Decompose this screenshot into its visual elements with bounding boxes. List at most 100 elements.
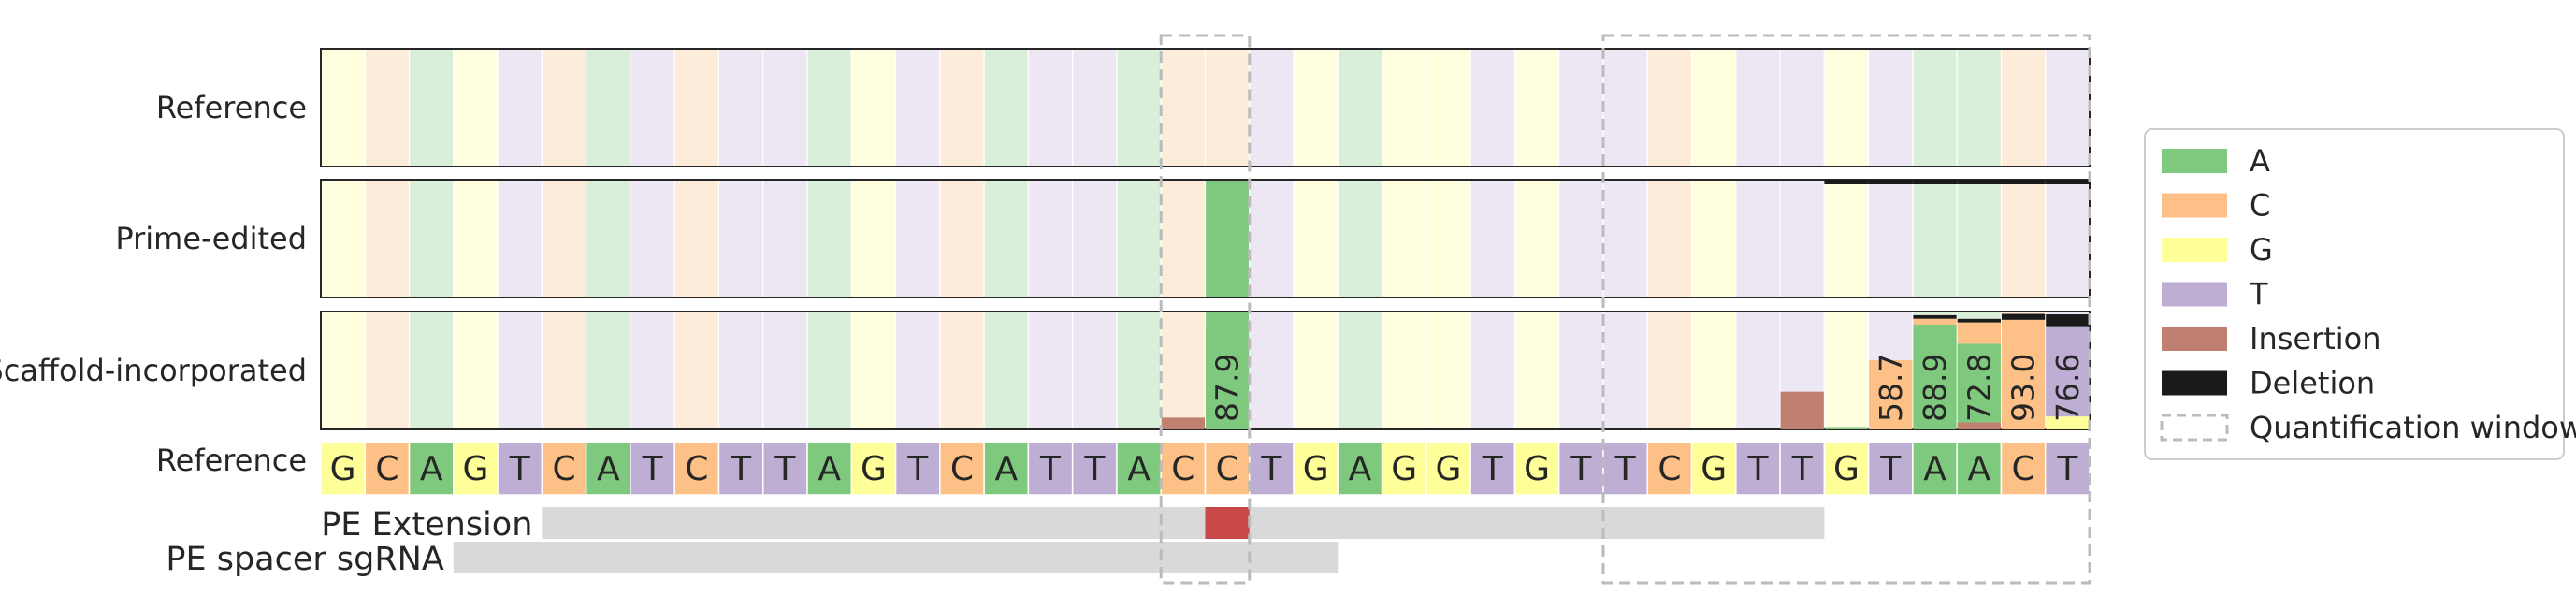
bar-segment-a (1913, 324, 1957, 429)
legend-label: C (2250, 188, 2270, 224)
sequence-cell (364, 311, 411, 430)
sequence-cell (1381, 311, 1427, 430)
sequence-cell (1602, 311, 1648, 430)
bar-segment-c (1913, 318, 1957, 325)
base-letter: G (861, 450, 887, 488)
sequence-cell (1160, 179, 1207, 298)
sequence-cell (453, 179, 499, 298)
sequence-cell (939, 179, 985, 298)
deletion-mark (1824, 180, 1869, 184)
legend-label: Deletion (2250, 366, 2375, 401)
sequence-cell (1116, 48, 1162, 167)
base-letter: G (330, 450, 356, 488)
bar-segment-c (1869, 360, 1913, 429)
sequence-cell (1425, 311, 1471, 430)
sequence-cell (1912, 48, 1958, 167)
sequence-cell (1425, 48, 1471, 167)
base-cell (1337, 442, 1383, 496)
sequence-cell (1381, 179, 1427, 298)
sequence-cell (1293, 311, 1339, 430)
sequence-cell (630, 179, 675, 298)
sequence-cell (1027, 48, 1074, 167)
bar-value-label: 76.6 (2049, 354, 2086, 422)
bar-value-label: 88.9 (1917, 354, 1953, 422)
quantification-windows (1159, 34, 2091, 585)
sequence-cell (1116, 311, 1162, 430)
bar-segment-insertion (1957, 422, 2001, 429)
sequence-cell (1337, 179, 1383, 298)
base-letter: A (994, 450, 1018, 488)
base-letter: G (463, 450, 489, 488)
sequence-cell (1337, 311, 1383, 430)
sequence-cell (497, 179, 543, 298)
sequence-cell (1160, 311, 1207, 430)
sequence-cell (1160, 48, 1207, 167)
base-cell (2044, 442, 2091, 496)
bar-segment-deletion (2001, 313, 2046, 320)
sequence-cell (1646, 311, 1693, 430)
legend-label: Insertion (2250, 321, 2381, 356)
sequence-cell (1558, 179, 1604, 298)
legend-swatch (2162, 238, 2227, 262)
panel-frame (320, 179, 2091, 298)
sequence-cell (1072, 311, 1118, 430)
row-label: Reference (156, 90, 307, 125)
sequence-cell (1779, 48, 1825, 167)
track-bar (542, 507, 1825, 539)
sequence-cell (762, 179, 808, 298)
deletion-mark (1957, 180, 2002, 184)
base-letter: A (1127, 450, 1151, 488)
edit-marker (1205, 507, 1250, 539)
sequence-cell (894, 179, 941, 298)
bar-segment-insertion (1780, 391, 1824, 429)
bar-value-label: 72.8 (1961, 354, 1997, 422)
sequence-cell (1602, 179, 1648, 298)
sequence-cell (1513, 48, 1560, 167)
sequence-cell (1646, 179, 1693, 298)
sequence-cell (1249, 48, 1295, 167)
sequence-cell (1469, 311, 1516, 430)
deletion-mark (2001, 180, 2046, 184)
legend-swatch (2162, 193, 2227, 218)
bar-segment-deletion (1957, 318, 2001, 323)
sequence-cell (1027, 311, 1074, 430)
legend-swatch (2162, 327, 2227, 351)
sequence-cell (408, 311, 455, 430)
sequence-cell (1735, 311, 1781, 430)
sequence-cell (320, 179, 366, 298)
sequence-cell (717, 179, 764, 298)
base-letter: T (906, 450, 929, 488)
sequence-cell (1072, 48, 1118, 167)
base-cell (585, 442, 631, 496)
bar-segment-insertion (1161, 417, 1206, 429)
row-label: Prime-edited (115, 221, 307, 256)
sequence-cell (453, 311, 499, 430)
sequence-cell (1072, 179, 1118, 298)
sequence-cell (762, 311, 808, 430)
sequence-cell (1469, 179, 1516, 298)
bar-segment-a (1957, 343, 2001, 423)
track-label: PE spacer sgRNA (166, 541, 443, 578)
base-letter: A (818, 450, 841, 488)
sequence-cell (364, 48, 411, 167)
sequence-cell (717, 311, 764, 430)
legend-swatch (2162, 370, 2227, 396)
sequence-cell (320, 48, 366, 167)
base-cell (2000, 442, 2047, 496)
base-cell (1027, 442, 1074, 496)
base-cell (762, 442, 808, 496)
sequence-row-label: Reference (156, 443, 307, 478)
sequence-cell (1558, 311, 1604, 430)
base-letter: C (1171, 450, 1194, 488)
sequence-cell (1735, 48, 1781, 167)
base-cell (1071, 442, 1118, 496)
legend-frame (2144, 128, 2565, 460)
sequence-cell (1779, 179, 1825, 298)
base-letter: G (1303, 450, 1329, 488)
base-cell (1381, 442, 1427, 496)
sequence-cell (497, 48, 543, 167)
base-letter: T (1879, 450, 1902, 488)
bar-value-label: 87.9 (1209, 354, 1246, 422)
sequence-cell (586, 48, 631, 167)
